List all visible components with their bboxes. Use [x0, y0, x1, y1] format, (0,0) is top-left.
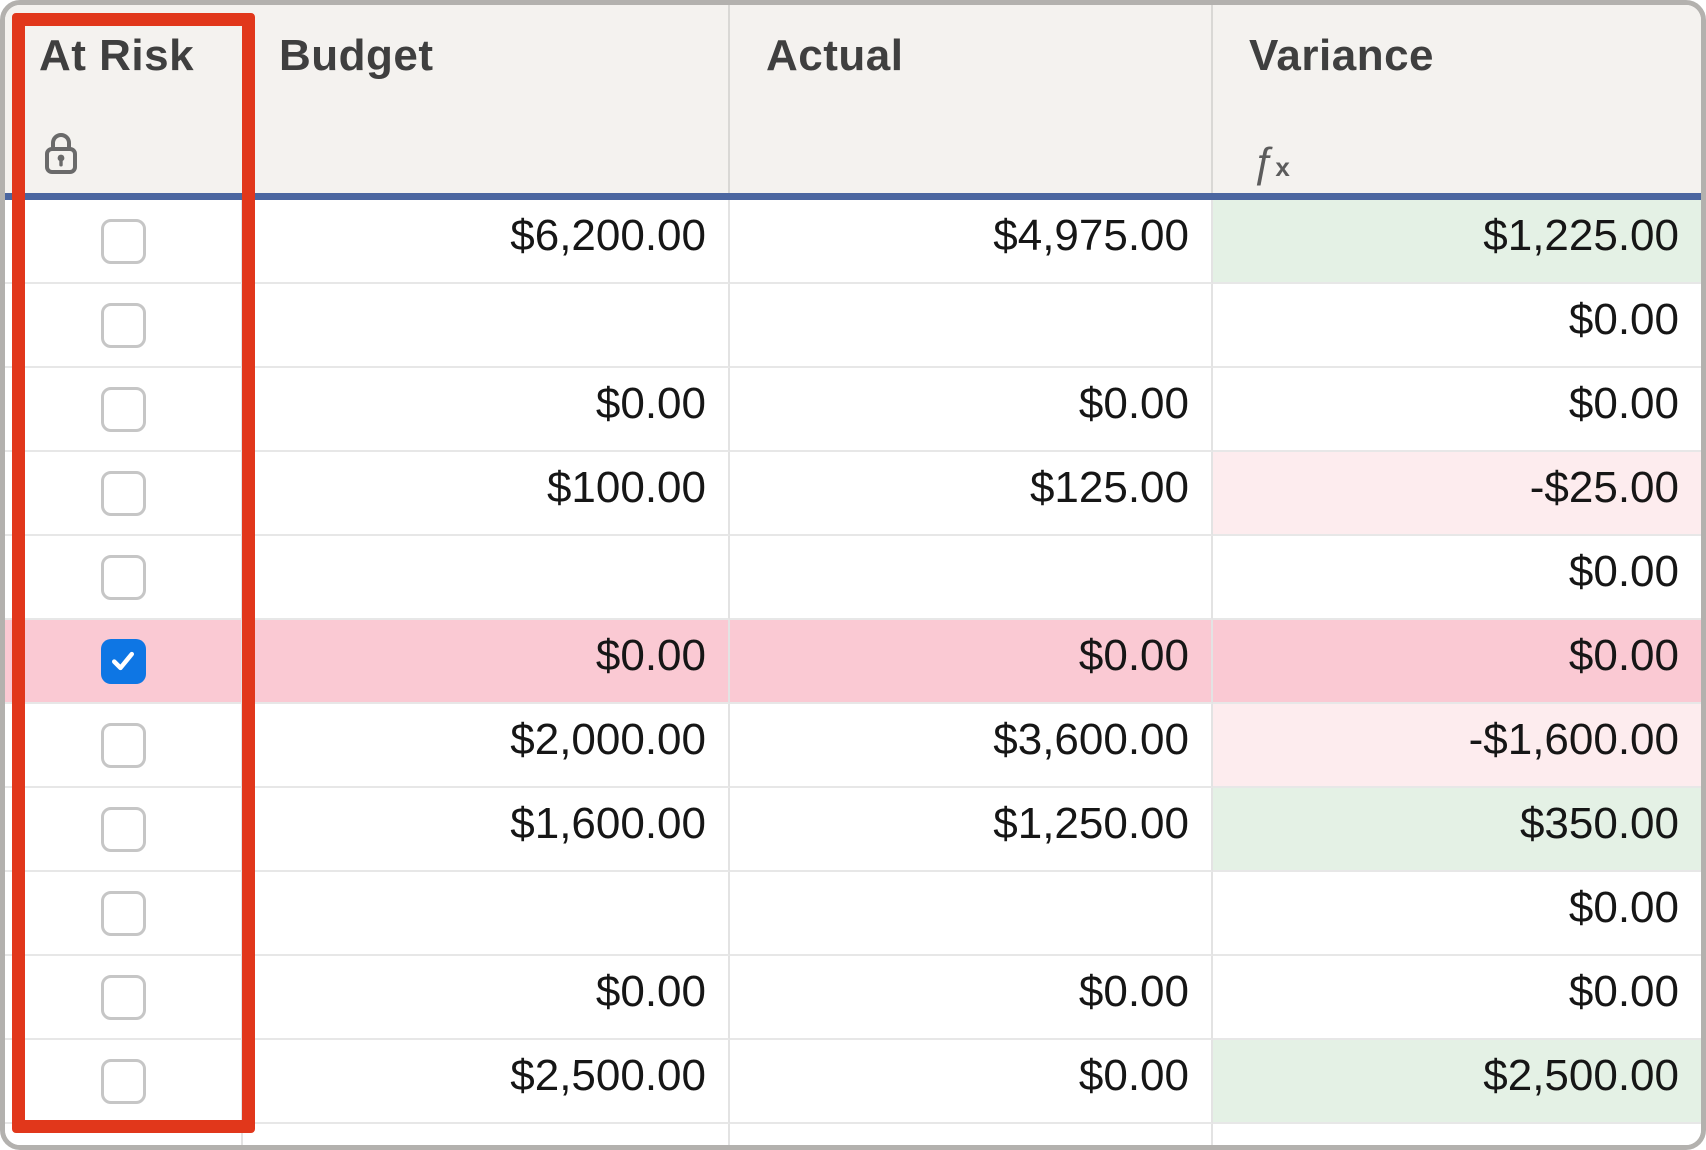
at-risk-checkbox[interactable]: [100, 554, 146, 600]
column-header-label: At Risk: [39, 31, 195, 80]
budget-cell[interactable]: $6,200.00: [243, 200, 730, 284]
column-header-row: At Risk Budget Actual Variance ƒx: [5, 5, 1701, 200]
budget-cell[interactable]: $2,500.00: [243, 1040, 730, 1124]
budget-cell[interactable]: $0.00: [243, 620, 730, 704]
at-risk-checkbox[interactable]: [100, 1058, 146, 1104]
budget-cell[interactable]: $0.00: [243, 368, 730, 452]
partial-row: [5, 1124, 1701, 1145]
table-row: $0.00 $0.00 $0.00: [5, 368, 1701, 452]
actual-cell[interactable]: [730, 872, 1213, 956]
column-header-label: Budget: [279, 31, 434, 80]
table-row: $100.00 $125.00 -$25.00: [5, 452, 1701, 536]
table-row: $0.00 $0.00 $0.00: [5, 620, 1701, 704]
actual-cell[interactable]: $4,975.00: [730, 200, 1213, 284]
budget-cell[interactable]: [243, 284, 730, 368]
at-risk-cell[interactable]: [5, 788, 243, 872]
table-row: $0.00: [5, 284, 1701, 368]
at-risk-cell[interactable]: [5, 620, 243, 704]
variance-cell[interactable]: -$1,600.00: [1213, 704, 1701, 788]
at-risk-checkbox[interactable]: [100, 218, 146, 264]
column-header-actual[interactable]: Actual: [730, 5, 1213, 193]
table-row: $6,200.00 $4,975.00 $1,225.00: [5, 200, 1701, 284]
at-risk-checkbox[interactable]: [100, 890, 146, 936]
actual-cell[interactable]: $3,600.00: [730, 704, 1213, 788]
table-row: $2,000.00 $3,600.00 -$1,600.00: [5, 704, 1701, 788]
column-header-at-risk[interactable]: At Risk: [5, 5, 243, 193]
at-risk-cell[interactable]: [5, 200, 243, 284]
actual-cell[interactable]: $0.00: [730, 1040, 1213, 1124]
at-risk-checkbox[interactable]: [100, 806, 146, 852]
at-risk-cell[interactable]: [5, 368, 243, 452]
lock-icon: [43, 130, 79, 181]
column-header-label: Actual: [766, 31, 904, 80]
at-risk-checkbox[interactable]: [100, 638, 146, 684]
table-row: $1,600.00 $1,250.00 $350.00: [5, 788, 1701, 872]
actual-cell[interactable]: $0.00: [730, 368, 1213, 452]
variance-cell[interactable]: $350.00: [1213, 788, 1701, 872]
at-risk-cell[interactable]: [5, 452, 243, 536]
budget-cell[interactable]: [243, 872, 730, 956]
actual-cell[interactable]: [730, 284, 1213, 368]
actual-cell[interactable]: $125.00: [730, 452, 1213, 536]
variance-cell[interactable]: $1,225.00: [1213, 200, 1701, 284]
at-risk-cell[interactable]: [5, 1040, 243, 1124]
actual-cell[interactable]: $0.00: [730, 956, 1213, 1040]
at-risk-cell[interactable]: [5, 704, 243, 788]
actual-cell[interactable]: [730, 536, 1213, 620]
column-header-budget[interactable]: Budget: [243, 5, 730, 193]
formula-icon: ƒx: [1251, 138, 1290, 185]
variance-cell[interactable]: $0.00: [1213, 620, 1701, 704]
at-risk-checkbox[interactable]: [100, 470, 146, 516]
at-risk-cell[interactable]: [5, 872, 243, 956]
budget-cell[interactable]: $1,600.00: [243, 788, 730, 872]
table-row: $2,500.00 $0.00 $2,500.00: [5, 1040, 1701, 1124]
at-risk-checkbox[interactable]: [100, 302, 146, 348]
at-risk-checkbox[interactable]: [100, 386, 146, 432]
variance-cell[interactable]: $0.00: [1213, 872, 1701, 956]
budget-cell[interactable]: $2,000.00: [243, 704, 730, 788]
budget-cell[interactable]: $100.00: [243, 452, 730, 536]
actual-cell[interactable]: $1,250.00: [730, 788, 1213, 872]
variance-cell[interactable]: $0.00: [1213, 536, 1701, 620]
at-risk-checkbox[interactable]: [100, 974, 146, 1020]
variance-cell[interactable]: $0.00: [1213, 368, 1701, 452]
table-row: $0.00: [5, 536, 1701, 620]
column-header-variance[interactable]: Variance ƒx: [1213, 5, 1701, 193]
table-body: $6,200.00 $4,975.00 $1,225.00 $0.00 $0.0…: [5, 200, 1701, 1124]
at-risk-cell[interactable]: [5, 956, 243, 1040]
at-risk-checkbox[interactable]: [100, 722, 146, 768]
variance-cell[interactable]: $0.00: [1213, 956, 1701, 1040]
variance-cell[interactable]: $0.00: [1213, 284, 1701, 368]
at-risk-cell[interactable]: [5, 284, 243, 368]
variance-cell[interactable]: $2,500.00: [1213, 1040, 1701, 1124]
column-header-label: Variance: [1249, 31, 1435, 80]
at-risk-cell[interactable]: [5, 536, 243, 620]
variance-cell[interactable]: -$25.00: [1213, 452, 1701, 536]
budget-cell[interactable]: [243, 536, 730, 620]
budget-cell[interactable]: $0.00: [243, 956, 730, 1040]
actual-cell[interactable]: $0.00: [730, 620, 1213, 704]
checkmark-icon: [112, 651, 134, 671]
table-row: $0.00: [5, 872, 1701, 956]
table-row: $0.00 $0.00 $0.00: [5, 956, 1701, 1040]
